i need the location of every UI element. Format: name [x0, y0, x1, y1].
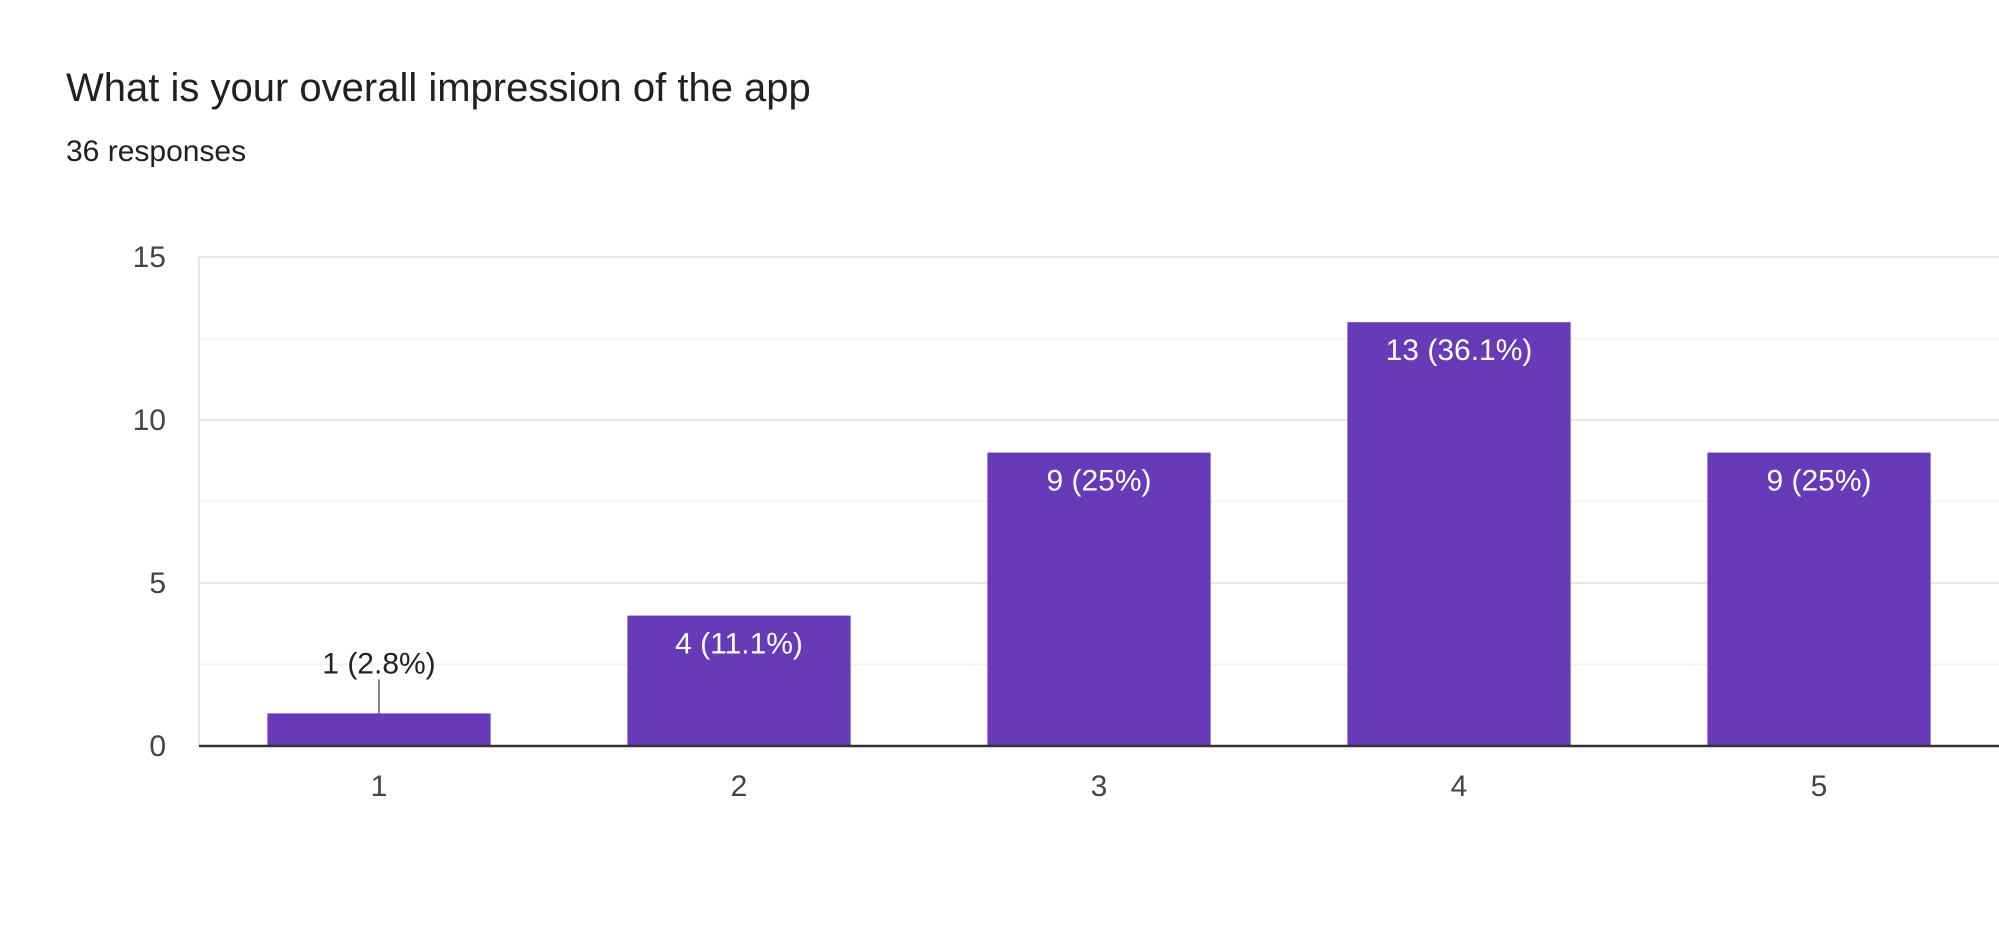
bars: 1 (2.8%) 4 (11.1%) 9 (25%) 13 (36.1%) 9 (25%… — [267, 322, 1930, 746]
data-label: 13 (36.1%) — [1386, 334, 1533, 367]
x-tick-label: 5 — [1811, 770, 1828, 803]
x-axis-ticks: 1 2 3 4 5 — [371, 770, 1828, 803]
data-label: 9 (25%) — [1766, 465, 1871, 498]
data-label: 9 (25%) — [1046, 465, 1151, 498]
y-tick-label: 5 — [149, 567, 166, 600]
y-tick-label: 0 — [149, 730, 166, 763]
y-axis-ticks: 0 5 10 15 — [133, 241, 166, 763]
x-tick-label: 3 — [1091, 770, 1108, 803]
x-tick-label: 1 — [371, 770, 388, 803]
data-label: 1 (2.8%) — [322, 647, 435, 680]
bar — [267, 713, 490, 746]
x-tick-label: 2 — [731, 770, 748, 803]
data-label: 4 (11.1%) — [675, 628, 803, 661]
bar — [1347, 322, 1570, 746]
y-tick-label: 10 — [133, 404, 166, 437]
y-tick-label: 15 — [133, 241, 166, 274]
x-tick-label: 4 — [1451, 770, 1468, 803]
